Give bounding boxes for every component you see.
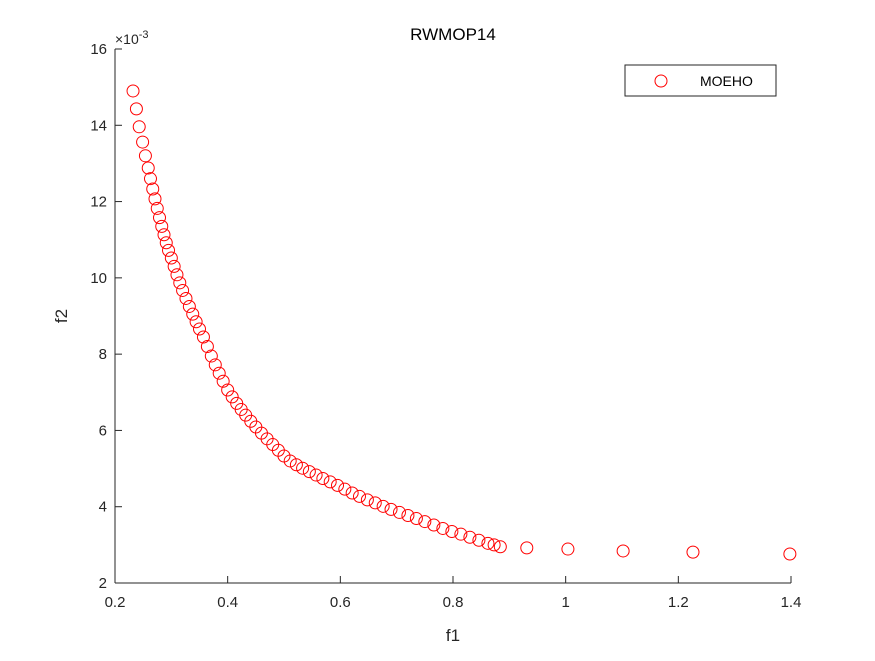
data-point: [179, 291, 193, 305]
data-point: [783, 547, 797, 561]
data-point: [360, 493, 374, 507]
data-point: [173, 276, 187, 290]
data-point: [472, 533, 486, 547]
data-point: [132, 120, 146, 134]
data-point: [157, 228, 171, 242]
y-tick-label: 16: [90, 41, 107, 58]
data-point: [376, 499, 390, 513]
data-point: [155, 219, 169, 233]
y-tick-label: 12: [90, 194, 107, 211]
data-point: [170, 268, 184, 282]
x-ticks: 0.2 0.4 0.6 0.8 1 1.2 1.4: [105, 576, 802, 611]
x-tick-label: 1: [561, 594, 569, 611]
data-point: [200, 340, 214, 354]
data-point: [309, 468, 323, 482]
data-point: [148, 192, 162, 206]
data-point: [454, 527, 468, 541]
legend-box: [624, 64, 777, 97]
y-tick-label: 6: [99, 422, 107, 439]
data-point: [196, 330, 210, 344]
data-point: [189, 315, 203, 329]
data-point: [493, 540, 507, 554]
data-point: [136, 135, 150, 149]
data-point: [153, 211, 167, 225]
data-point: [289, 458, 303, 472]
data-point: [138, 149, 152, 163]
data-point: [162, 243, 176, 257]
data-point: [296, 461, 310, 475]
x-tick-label: 1.2: [668, 594, 689, 611]
data-point: [481, 536, 495, 550]
data-point: [225, 390, 239, 404]
x-tick-label: 0.2: [105, 594, 126, 611]
data-point: [445, 525, 459, 539]
data-point: [338, 482, 352, 496]
data-point: [216, 374, 230, 388]
legend-marker-circle-icon: [654, 74, 668, 88]
y-axis-label: f2: [52, 309, 71, 323]
data-point: [401, 508, 415, 522]
data-point: [204, 349, 218, 363]
data-point: [427, 518, 441, 532]
y-ticks: 2 4 6 8 10 12 14 16: [90, 41, 122, 592]
data-point: [418, 515, 432, 529]
x-tick-label: 0.8: [443, 594, 464, 611]
x-tick-label: 1.4: [781, 594, 802, 611]
chart-title: RWMOP14: [410, 25, 496, 44]
data-point: [331, 478, 345, 492]
data-point: [129, 102, 143, 116]
data-point: [616, 544, 630, 558]
data-point: [221, 383, 235, 397]
data-point: [384, 502, 398, 516]
data-point: [212, 366, 226, 380]
data-point: [150, 201, 164, 215]
x-axis-label: f1: [446, 626, 460, 645]
data-point: [302, 465, 316, 479]
data-point: [283, 454, 297, 468]
data-point: [141, 161, 155, 175]
y-tick-label: 2: [99, 575, 107, 592]
data-point: [392, 505, 406, 519]
y-tick-label: 10: [90, 270, 107, 287]
x-tick-label: 0.4: [217, 594, 238, 611]
data-point: [463, 530, 477, 544]
y-exponent-label: ×10-3: [115, 29, 149, 47]
data-point: [316, 471, 330, 485]
data-point: [167, 259, 181, 273]
y-tick-label: 14: [90, 117, 107, 134]
data-point: [159, 236, 173, 250]
data-point: [352, 489, 366, 503]
data-point: [345, 486, 359, 500]
data-point: [487, 538, 501, 552]
data-point: [436, 521, 450, 535]
x-tick-label: 0.6: [330, 594, 351, 611]
data-point: [368, 496, 382, 510]
y-tick-label: 8: [99, 346, 107, 363]
legend[interactable]: MOEHO: [624, 64, 777, 97]
data-point: [561, 542, 575, 556]
data-point: [686, 545, 700, 559]
data-point: [186, 307, 200, 321]
data-point: [176, 283, 190, 297]
data-point: [182, 299, 196, 313]
data-point: [126, 84, 140, 98]
data-point: [409, 512, 423, 526]
data-point: [323, 475, 337, 489]
y-tick-label: 4: [99, 499, 107, 516]
data-point: [164, 251, 178, 265]
legend-entry-moeho: MOEHO: [700, 73, 753, 89]
data-point: [143, 172, 157, 186]
data-point: [520, 541, 534, 555]
data-point: [208, 358, 222, 372]
series-markers: [126, 84, 797, 561]
data-point: [146, 182, 160, 196]
data-point: [193, 322, 206, 336]
